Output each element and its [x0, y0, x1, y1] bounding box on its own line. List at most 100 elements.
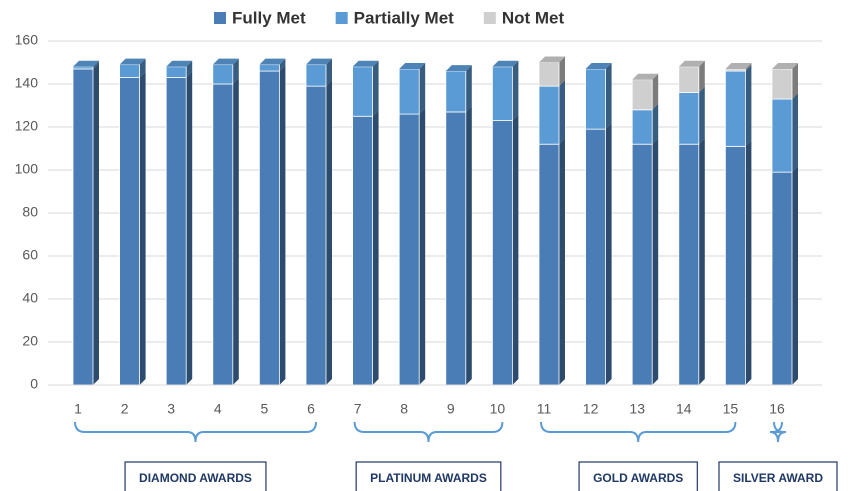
x-tick-label: 11 — [537, 401, 552, 417]
bar-top — [725, 62, 752, 69]
bar — [212, 64, 234, 85]
bar-side — [93, 62, 99, 385]
bar-top — [399, 62, 426, 69]
bar-side — [745, 62, 752, 72]
bar — [445, 111, 467, 386]
bar — [352, 115, 374, 386]
bar-side — [512, 114, 519, 386]
y-tick-label: 120 — [15, 118, 39, 134]
bar — [119, 64, 140, 78]
bar-side — [652, 73, 659, 110]
bar-side — [139, 71, 146, 386]
bar-side — [792, 93, 798, 173]
bar-top — [445, 65, 472, 72]
legend-label: Not Met — [502, 8, 565, 27]
y-tick-label: 60 — [22, 247, 38, 263]
bar-side — [326, 58, 332, 87]
bar — [585, 128, 606, 386]
bar-side — [605, 62, 612, 130]
bar-side — [419, 62, 426, 115]
x-tick-label: 10 — [490, 401, 506, 417]
bar — [631, 109, 653, 145]
bar — [631, 79, 653, 111]
y-tick-label: 140 — [15, 75, 39, 91]
bar — [678, 143, 700, 386]
bar — [725, 70, 746, 147]
bar — [258, 70, 280, 386]
x-tick-label: 9 — [447, 401, 455, 417]
bar-top — [166, 60, 193, 67]
x-tick-label: 1 — [74, 401, 82, 417]
x-tick-label: 4 — [214, 401, 222, 417]
legend-swatch — [483, 12, 496, 24]
bar-side — [559, 138, 565, 385]
bar — [771, 171, 793, 386]
bar-side — [465, 65, 472, 112]
brace — [353, 421, 504, 443]
bar — [398, 113, 420, 386]
bar-side — [792, 62, 798, 100]
bar — [538, 143, 560, 386]
bar-side — [559, 56, 565, 87]
bar — [72, 68, 94, 386]
x-tick-label: 3 — [167, 401, 175, 417]
bar-side — [465, 105, 472, 385]
bar — [352, 66, 374, 117]
bar — [585, 68, 606, 130]
y-tick-label: 20 — [22, 333, 38, 349]
bar-top — [678, 60, 705, 67]
bar-side — [559, 80, 565, 145]
bar — [678, 92, 700, 145]
bar — [212, 83, 234, 386]
group-label: DIAMOND AWARDS — [139, 471, 252, 485]
x-tick-label: 6 — [307, 401, 315, 417]
bar — [771, 98, 793, 173]
legend-label: Fully Met — [232, 8, 306, 27]
group-label: PLATINUM AWARDS — [370, 471, 487, 485]
bar-top — [259, 58, 286, 65]
x-tick-label: 8 — [400, 401, 408, 417]
bar — [445, 70, 467, 113]
y-tick-label: 100 — [15, 161, 39, 177]
bar — [538, 62, 560, 87]
bar — [678, 66, 700, 94]
x-tick-label: 13 — [629, 401, 645, 417]
bar — [491, 120, 513, 386]
bar-side — [279, 65, 286, 385]
legend-swatch — [214, 12, 226, 24]
bar — [165, 77, 187, 386]
bar-top — [212, 58, 239, 65]
bar-top — [632, 73, 659, 80]
bar — [538, 85, 560, 145]
x-tick-label: 14 — [676, 401, 692, 417]
x-tick-label: 2 — [121, 401, 129, 417]
bar-side — [372, 110, 379, 385]
bar-side — [186, 60, 193, 78]
bar — [72, 66, 94, 70]
bar — [631, 143, 653, 386]
brace — [74, 421, 317, 443]
x-tick-label: 5 — [261, 401, 269, 417]
x-tick-label: 16 — [769, 401, 785, 417]
x-tick-label: 7 — [354, 401, 362, 417]
bar-side — [745, 140, 752, 385]
bar-top — [772, 62, 798, 69]
bar-side — [652, 103, 659, 145]
bar-top — [492, 60, 519, 67]
bar-top — [539, 56, 565, 63]
x-tick-label: 12 — [583, 401, 599, 417]
group-label: GOLD AWARDS — [593, 471, 683, 485]
bar — [491, 66, 513, 121]
bar-side — [698, 138, 705, 385]
bar-side — [139, 58, 146, 78]
legend-label: Partially Met — [354, 8, 454, 27]
group-label: SILVER AWARD — [733, 471, 823, 485]
group-box — [718, 461, 838, 491]
group-box — [355, 461, 502, 491]
y-tick-label: 160 — [15, 32, 39, 48]
bar-top — [352, 60, 379, 67]
bar-side — [419, 108, 426, 385]
bar-side — [652, 138, 659, 385]
bar-top — [73, 60, 99, 67]
